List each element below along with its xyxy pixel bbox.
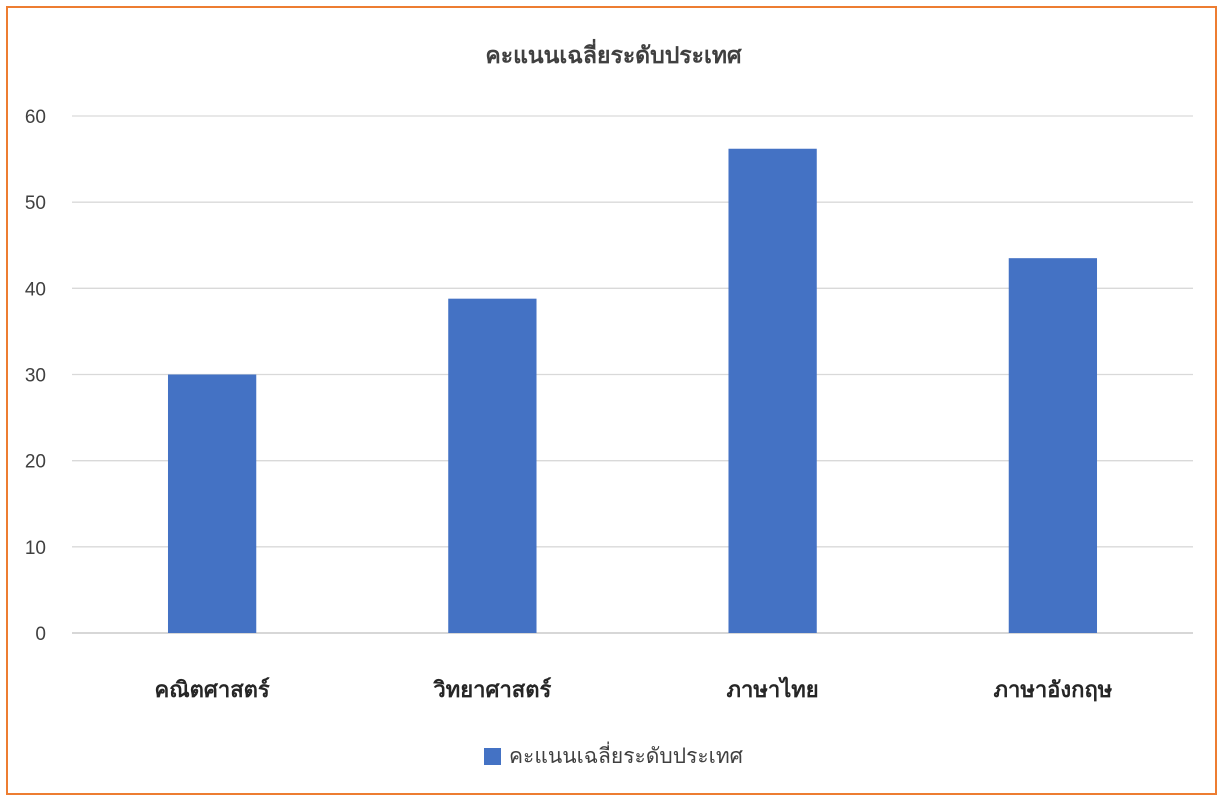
y-tick-label: 30 [25,366,46,387]
y-tick-label: 50 [25,193,46,214]
y-tick-label: 20 [25,452,46,473]
legend-swatch [484,748,501,765]
y-tick-label: 10 [25,538,46,559]
bars [167,148,1098,633]
gridlines [72,115,1193,634]
y-tick-label: 40 [25,279,46,300]
y-axis-ticks: 0 10 20 30 40 50 60 [25,107,46,645]
x-tick-label: ภาษาไทย [727,676,819,703]
bar [728,148,817,633]
legend: คะแนนเฉลี่ยระดับประเทศ [0,740,1227,773]
bar [448,298,537,633]
y-tick-label: 0 [35,624,46,645]
bar [167,374,257,633]
chart-title: คะแนนเฉลี่ยระดับประเทศ [485,42,742,69]
x-tick-label: วิทยาศาสตร์ [433,677,552,703]
x-tick-label: คณิตศาสตร์ [154,677,269,703]
x-axis-ticks: คณิตศาสตร์ วิทยาศาสตร์ ภาษาไทย ภาษาอังกฤษ [154,676,1112,703]
x-tick-label: ภาษาอังกฤษ [993,677,1112,703]
y-tick-label: 60 [25,107,46,128]
legend-label: คะแนนเฉลี่ยระดับประเทศ [509,744,743,768]
bar [1008,258,1098,633]
